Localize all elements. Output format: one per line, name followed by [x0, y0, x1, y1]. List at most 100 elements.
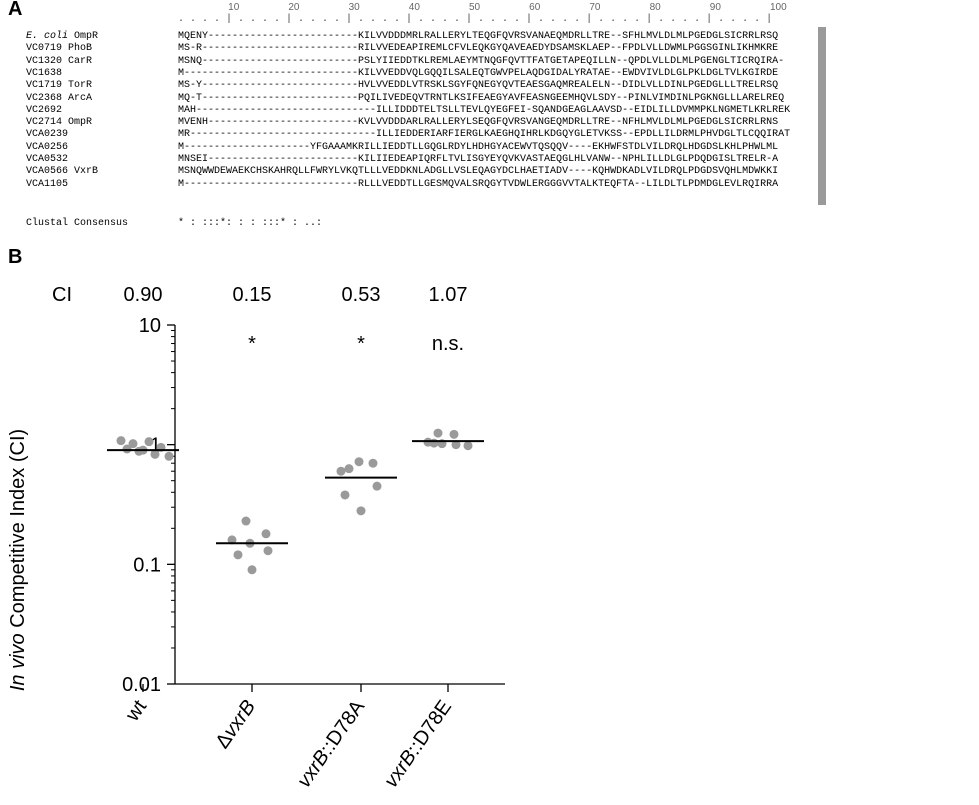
significance-mark: n.s. — [432, 333, 464, 355]
alignment-row-name: VCA0239 — [26, 129, 68, 140]
gene-label: VC0719 PhoB — [26, 43, 93, 55]
alignment-row-name: E. coli OmpR — [26, 31, 98, 42]
alignment-row-sequence: MQ-T--------------------------PQILIVEDEQ… — [178, 92, 785, 104]
data-point — [261, 529, 271, 539]
alignment-row-sequence: MS-R--------------------------RILVVEDEAP… — [178, 43, 779, 55]
alignment-row-sequence: MVENH-------------------------KVLVVDDDAR… — [178, 117, 779, 129]
x-axis-label-part: ::D78E — [403, 696, 456, 759]
conserved-aspartate-highlight — [818, 27, 826, 205]
x-axis-label-part: wt — [121, 696, 151, 726]
median-lines — [107, 440, 484, 545]
alignment-row-sequence: M---------------------YFGAAAMKRILLIEDDTL… — [178, 141, 779, 153]
y-tick-label: 0.1 — [133, 554, 161, 576]
organism-name: E. coli — [26, 31, 69, 42]
data-point — [340, 490, 350, 500]
alignment-ruler-ticks: . . . . | . . . . | . . . . | . . . . | … — [178, 14, 773, 25]
ci-value: 0.53 — [342, 284, 381, 306]
ruler-number: 80 — [649, 2, 661, 13]
alignment-row-name: VC1638 — [26, 68, 62, 79]
data-point — [433, 428, 443, 438]
data-point — [449, 429, 459, 439]
chart-axes: 10 1 0.1 0.01 — [122, 315, 505, 696]
gene-label: VC2692 — [26, 104, 63, 116]
data-point — [356, 506, 366, 516]
alignment-row-name: VCA0566 VxrB — [26, 166, 98, 177]
x-axis-label: ΔvxrB — [211, 696, 260, 752]
y-tick-label: 1 — [150, 435, 161, 457]
gene-label: VCA0256 — [26, 141, 69, 153]
data-point — [336, 466, 346, 476]
alignment-row-name: VCA0256 — [26, 142, 68, 153]
consensus-line: * : :::*: : : :::* : ..: — [178, 218, 323, 229]
y-axis-label: In vivo Competitive Index (CI) — [7, 429, 29, 691]
x-axis-label: wt — [121, 696, 151, 726]
alignment-row-sequence: MR-------------------------------ILLIEDD… — [178, 129, 791, 141]
significance-marks: * * n.s. — [248, 333, 464, 355]
panel-a-label: A — [8, 0, 23, 20]
x-axis-label: vxrB::D78E — [380, 696, 456, 791]
significance-mark: * — [357, 333, 365, 355]
ruler-number: 40 — [408, 2, 420, 13]
data-point — [368, 458, 378, 468]
gene-label: VCA1105 — [26, 178, 69, 190]
significance-mark: * — [248, 333, 256, 355]
alignment-row-name: VC2368 ArcA — [26, 93, 92, 104]
data-point — [122, 444, 132, 454]
ci-row-label: CI — [52, 284, 72, 306]
alignment-row-sequence: MS-Y--------------------------HVLVVEDDLV… — [178, 80, 779, 92]
gene-label: VC1719 TorR — [26, 80, 93, 92]
data-point — [241, 516, 251, 526]
competitive-index-chart: B CI 0.90 0.15 0.53 1.07 * * n.s. In vivo Com… — [7, 246, 505, 792]
data-point — [429, 438, 439, 448]
ci-value: 0.90 — [124, 284, 163, 306]
alignment-row-sequence: MNSEI-------------------------KILIIEDEAP… — [178, 154, 779, 165]
alignment-row-sequence: MAH------------------------------ILLIDDD… — [178, 104, 791, 116]
ci-values: 0.90 0.15 0.53 1.07 — [124, 284, 468, 306]
ruler-number: 50 — [468, 2, 481, 13]
data-point — [263, 546, 273, 556]
alignment-row-name: VCA1105 — [26, 179, 68, 190]
gene-label: VCA0532 — [26, 154, 69, 165]
alignment-row-sequence: MQENY-------------------------KILVVDDDMR… — [178, 31, 779, 42]
ruler-number: 70 — [589, 2, 601, 13]
competition-panel: B CI 0.90 0.15 0.53 1.07 * * n.s. In vivo Com… — [0, 245, 979, 800]
data-point — [233, 550, 243, 560]
ci-value: 0.15 — [233, 284, 272, 306]
ruler-number: 60 — [529, 2, 541, 13]
data-point — [150, 449, 160, 459]
alignment-row-sequence: MSNQ--------------------------PSLYIIEDDT… — [178, 55, 785, 67]
alignment-row-name: VCA0532 — [26, 154, 68, 165]
y-tick-label: 10 — [139, 315, 161, 337]
data-point — [247, 565, 257, 575]
gene-label: VCA0566 VxrB — [26, 166, 99, 178]
alignment-row-name: VC1719 TorR — [26, 80, 92, 91]
y-tick-label: 0.01 — [122, 674, 161, 696]
gene-label: VC2714 OmpR — [26, 117, 93, 129]
ruler-number: 90 — [709, 2, 721, 13]
consensus-label: Clustal Consensus — [26, 218, 129, 229]
data-point — [227, 535, 237, 545]
ruler-number: 30 — [348, 2, 360, 13]
data-point — [451, 440, 461, 450]
alignment-row-name: VC0719 PhoB — [26, 43, 92, 54]
ruler-number: 100 — [769, 2, 787, 13]
data-point — [344, 464, 354, 474]
ci-value: 1.07 — [429, 284, 468, 306]
y-axis-label-italic: In vivo — [7, 633, 29, 691]
alignment-row-name: VC1320 CarR — [26, 56, 92, 67]
gene-label: VC1320 CarR — [26, 55, 93, 67]
data-point — [128, 439, 138, 449]
gene-label: VC1638 — [26, 67, 63, 79]
gene-label: OmpR — [68, 31, 99, 42]
alignment-panel: A 10 20 30 40 50 60 70 80 90 100 . . . . | . . . … — [0, 0, 979, 245]
x-axis-label: vxrB::D78A — [293, 696, 369, 792]
gene-label: VC2368 ArcA — [26, 92, 93, 104]
ruler-number: 10 — [228, 2, 240, 13]
ruler-number: 20 — [288, 2, 300, 13]
data-point — [463, 441, 473, 451]
data-point — [116, 436, 126, 446]
alignment-row-name: VC2692 — [26, 105, 62, 116]
data-point — [144, 437, 154, 447]
panel-b-label: B — [8, 246, 22, 268]
